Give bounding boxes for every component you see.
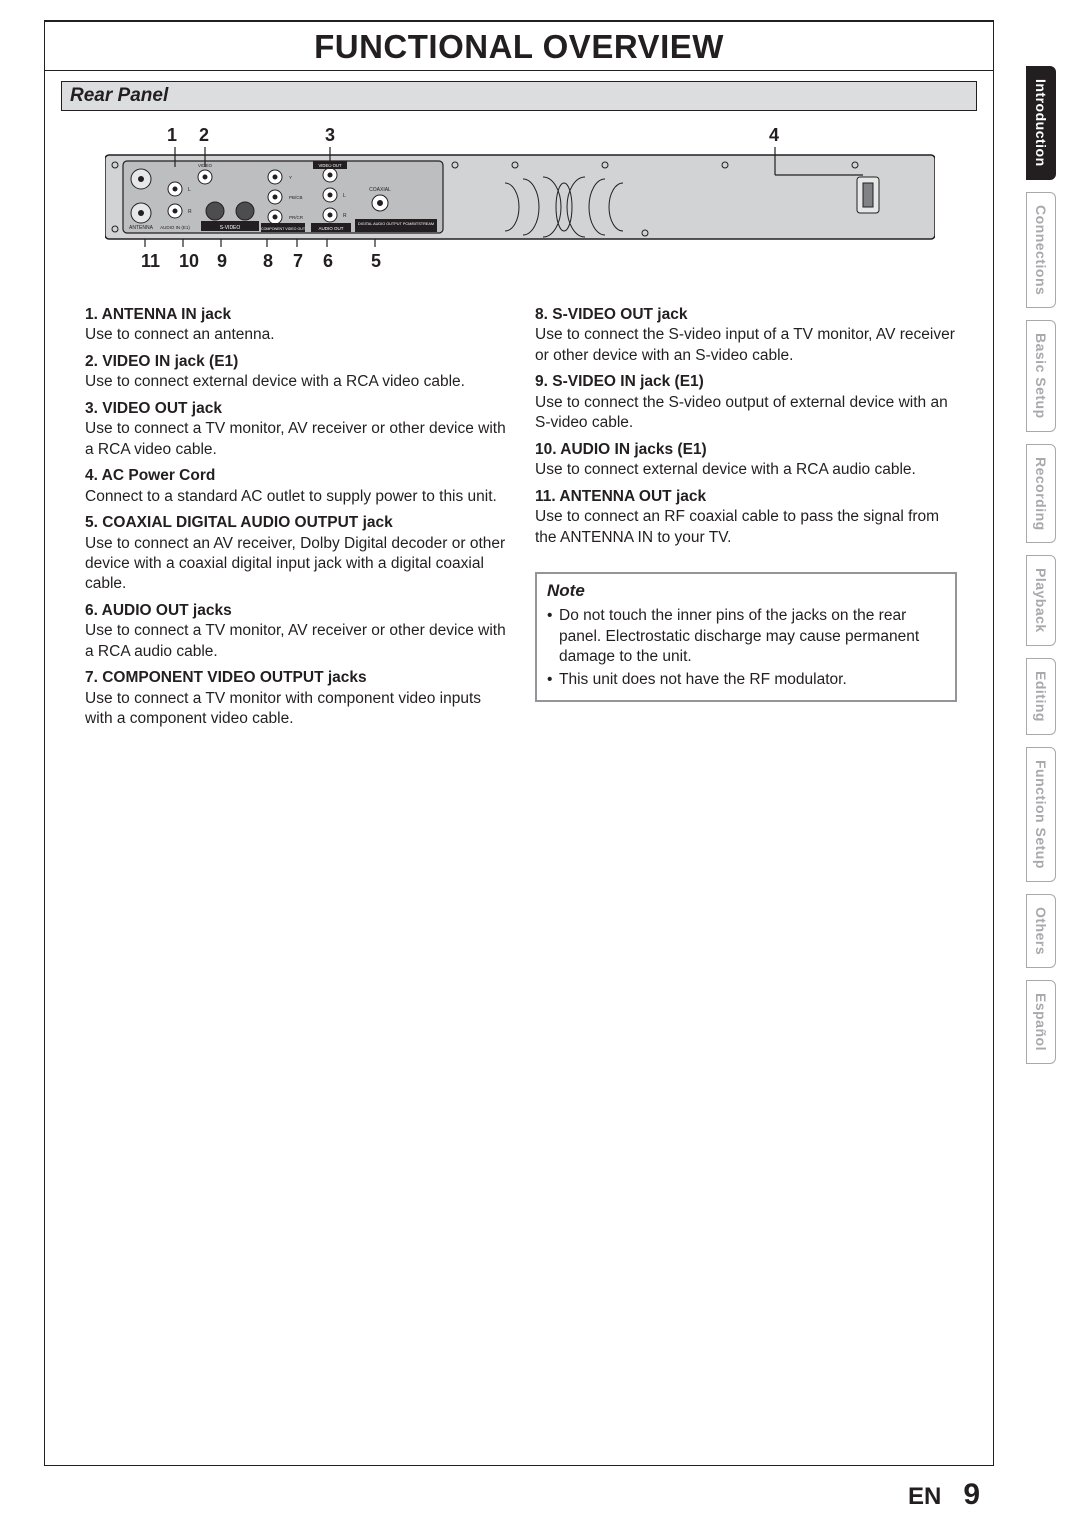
note-item: Do not touch the inner pins of the jacks… [547,606,945,667]
item-title: 2. VIDEO IN jack (E1) [85,353,238,370]
svg-text:ANTENNA: ANTENNA [129,225,154,231]
list-item: 7. COMPONENT VIDEO OUTPUT jacks Use to co… [85,668,507,729]
item-title: 11. ANTENNA OUT jack [535,488,706,505]
item-desc: Use to connect an AV receiver, Dolby Dig… [85,534,507,595]
item-desc: Use to connect external device with a RC… [85,372,507,392]
svg-text:Y: Y [289,175,292,180]
footer-page-number: 9 [963,1478,980,1512]
list-item: 2. VIDEO IN jack (E1) Use to connect exte… [85,352,507,393]
pointer-row-bottom: 11 10 9 876 5 [105,251,967,277]
item-desc: Use to connect a TV monitor with compone… [85,689,507,730]
list-item: 11. ANTENNA OUT jack Use to connect an RF… [535,487,957,548]
list-item: 6. AUDIO OUT jacks Use to connect a TV mo… [85,601,507,662]
tab-basic-setup[interactable]: Basic Setup [1026,320,1056,432]
list-item: 8. S-VIDEO OUT jack Use to connect the S-… [535,305,957,366]
svg-text:COMPONENT VIDEO OUT: COMPONENT VIDEO OUT [261,227,306,231]
pointer-bottom: 10 [179,251,199,272]
note-item: This unit does not have the RF modulator… [547,670,945,690]
tab-connections[interactable]: Connections [1026,192,1056,308]
list-item: 5. COAXIAL DIGITAL AUDIO OUTPUT jack Use … [85,513,507,595]
pointer-bottom: 5 [371,251,381,272]
item-title: 3. VIDEO OUT jack [85,400,222,417]
rear-panel-diagram: 1 2 3 4 [61,111,977,287]
title-bar: FUNCTIONAL OVERVIEW [45,22,993,71]
item-title: 6. AUDIO OUT jacks [85,602,232,619]
item-desc: Connect to a standard AC outlet to suppl… [85,487,507,507]
item-title: 4. AC Power Cord [85,467,215,484]
item-title: 7. COMPONENT VIDEO OUTPUT jacks [85,669,367,686]
page-footer: EN 9 [908,1478,980,1512]
item-desc: Use to connect an antenna. [85,325,507,345]
pointer-top: 3 [325,125,335,146]
svg-text:PB/CB: PB/CB [289,195,303,200]
page-title: FUNCTIONAL OVERVIEW [45,28,993,66]
svg-text:L: L [343,193,346,199]
tab-español[interactable]: Español [1026,980,1056,1064]
svg-text:PR/CR: PR/CR [289,215,304,220]
item-title: 1. ANTENNA IN jack [85,306,231,323]
item-title: 5. COAXIAL DIGITAL AUDIO OUTPUT jack [85,514,393,531]
item-title: 9. S-VIDEO IN jack (E1) [535,373,704,390]
tab-recording[interactable]: Recording [1026,444,1056,544]
pointer-top: 2 [199,125,209,146]
svg-text:COAXIAL: COAXIAL [369,187,391,193]
tab-editing[interactable]: Editing [1026,658,1056,735]
item-title: 8. S-VIDEO OUT jack [535,306,687,323]
svg-text:R: R [343,213,347,219]
tab-function-setup[interactable]: Function Setup [1026,747,1056,882]
content-wrap: 1 2 3 4 [61,110,977,736]
item-desc: Use to connect the S-video input of a TV… [535,325,957,366]
section-header: Rear Panel [61,81,977,110]
item-desc: Use to connect a TV monitor, AV receiver… [85,419,507,460]
note-list: Do not touch the inner pins of the jacks… [547,606,945,690]
item-desc: Use to connect the S-video output of ext… [535,393,957,434]
svg-text:R: R [188,209,192,215]
pointer-row-top: 1 2 3 4 [105,125,967,147]
left-item-list: 1. ANTENNA IN jack Use to connect an ante… [85,305,507,730]
svg-text:AUDIO OUT: AUDIO OUT [318,226,343,231]
svg-text:AUDIO IN (E1): AUDIO IN (E1) [160,225,190,230]
pointer-bottom: 7 [293,251,303,272]
list-item: 9. S-VIDEO IN jack (E1) Use to connect th… [535,372,957,433]
tab-playback[interactable]: Playback [1026,555,1056,646]
pointer-bottom: 8 [263,251,273,272]
pointer-top: 1 [167,125,177,146]
pointer-bottom: 6 [323,251,333,272]
item-desc: Use to connect external device with a RC… [535,460,957,480]
item-desc: Use to connect a TV monitor, AV receiver… [85,621,507,662]
page-frame: FUNCTIONAL OVERVIEW Rear Panel 1 2 3 4 [44,20,994,1466]
item-desc: Use to connect an RF coaxial cable to pa… [535,507,957,548]
svg-text:DIGITAL AUDIO OUTPUT PCM/BITST: DIGITAL AUDIO OUTPUT PCM/BITSTREAM [358,222,434,226]
tab-others[interactable]: Others [1026,894,1056,968]
section-title: Rear Panel [70,85,968,107]
list-item: 10. AUDIO IN jacks (E1) Use to connect ex… [535,440,957,481]
pointer-bottom: 9 [217,251,227,272]
left-column: 1. ANTENNA IN jack Use to connect an ante… [85,305,507,736]
pointer-top: 4 [769,125,779,146]
list-item: 4. AC Power Cord Connect to a standard AC… [85,466,507,507]
list-item: 1. ANTENNA IN jack Use to connect an ante… [85,305,507,346]
description-columns: 1. ANTENNA IN jack Use to connect an ante… [85,305,957,736]
footer-lang: EN [908,1483,941,1511]
note-box: Note Do not touch the inner pins of the … [535,572,957,702]
tab-introduction[interactable]: Introduction [1026,66,1056,180]
svg-text:S-VIDEO: S-VIDEO [220,225,241,231]
right-column: 8. S-VIDEO OUT jack Use to connect the S-… [535,305,957,736]
list-item: 3. VIDEO OUT jack Use to connect a TV mon… [85,399,507,460]
rear-panel-svg: ANTENNA L R AUDIO IN (E1) VIDEO I [105,147,935,247]
note-title: Note [547,580,945,602]
pointer-bottom: 11 [141,251,160,272]
item-title: 10. AUDIO IN jacks (E1) [535,441,707,458]
svg-text:L: L [188,187,191,193]
side-tabs: Introduction Connections Basic Setup Record… [1026,66,1056,1064]
right-item-list: 8. S-VIDEO OUT jack Use to connect the S-… [535,305,957,548]
